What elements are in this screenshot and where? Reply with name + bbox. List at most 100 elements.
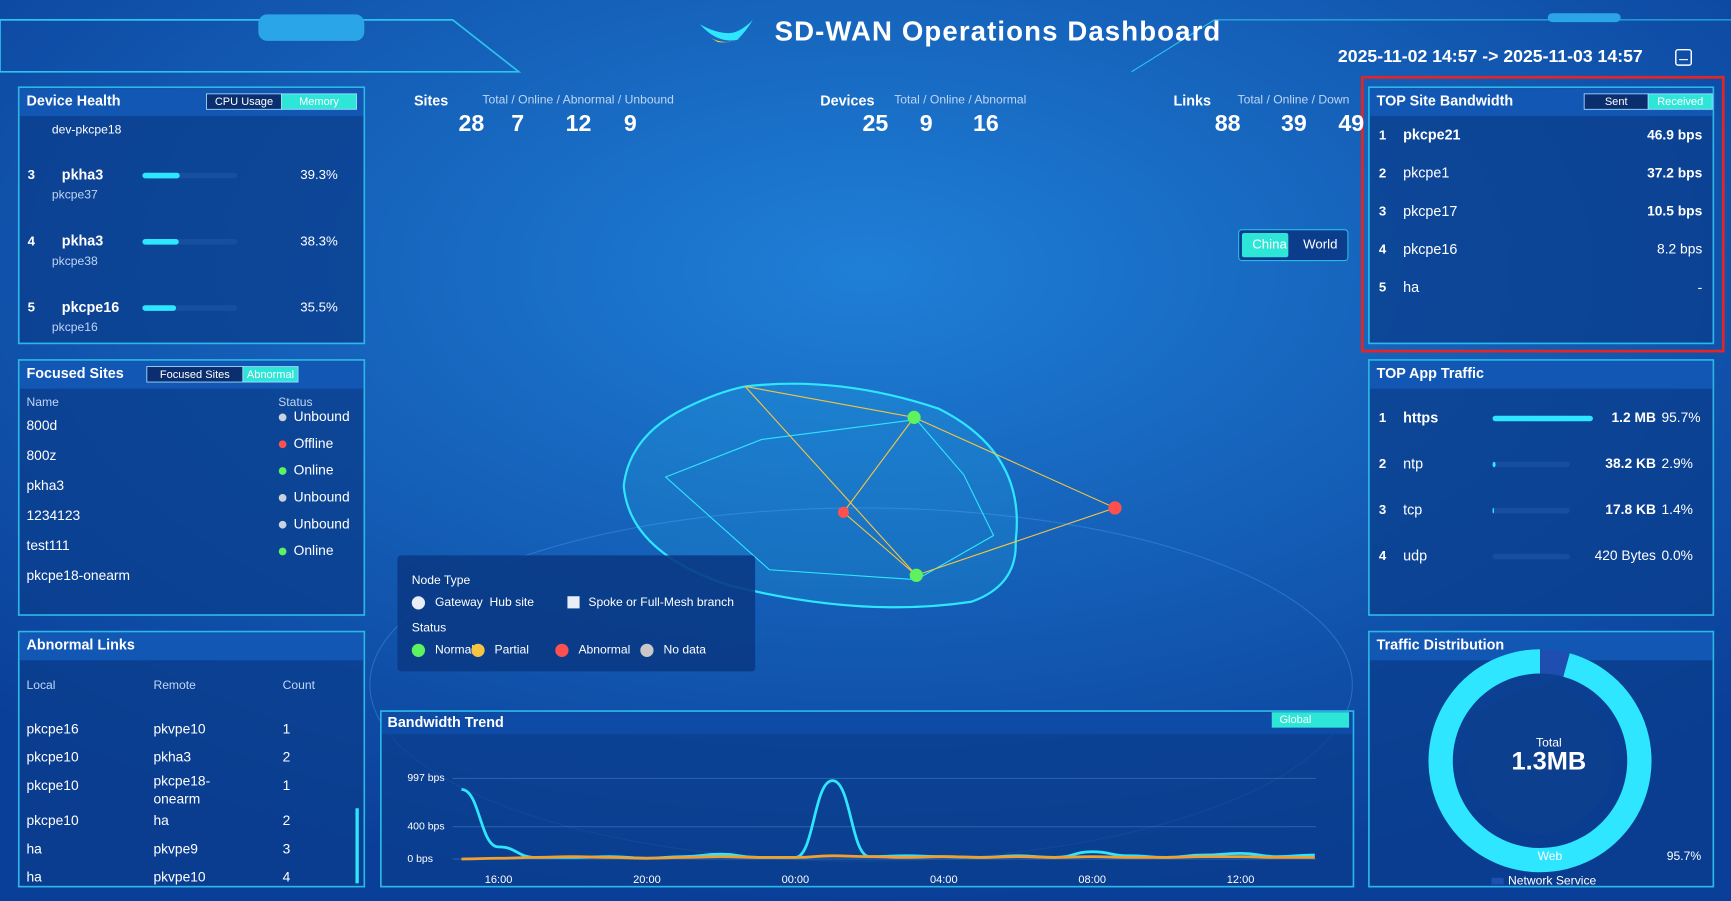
stat-legend: Total / Online / Down	[1238, 93, 1350, 107]
cell: 2	[283, 750, 291, 765]
toggle-active[interactable]	[1241, 232, 1289, 258]
toggle-label[interactable]: World	[1303, 237, 1337, 252]
app-name: ntp	[1403, 456, 1423, 472]
tab-label: Abnormal	[247, 369, 294, 381]
legend-swatch	[567, 596, 580, 609]
cell: pkvpe10	[153, 869, 205, 884]
app-name: udp	[1403, 548, 1427, 564]
panel-title: Traffic Distribution	[1377, 638, 1505, 654]
device-name: pkcpe37	[52, 188, 98, 202]
logo	[706, 35, 747, 43]
site-name: pkcpe18-onearm	[26, 568, 130, 583]
segment-value: 95.7%	[1667, 849, 1702, 863]
traffic-share: 2.9%	[1661, 456, 1692, 471]
cell: pkcpe10	[26, 750, 78, 765]
node[interactable]	[837, 506, 849, 518]
site-name: test111	[26, 538, 69, 553]
app-name: tcp	[1403, 502, 1422, 518]
panel-title: Device Health	[26, 93, 120, 109]
status: Unbound	[294, 409, 350, 424]
node[interactable]	[907, 410, 921, 424]
panel	[17, 630, 366, 888]
stat-value: 39	[1281, 110, 1307, 136]
node[interactable]	[909, 568, 923, 582]
status: Online	[294, 543, 334, 558]
header-deco	[258, 14, 365, 41]
legend-swatch	[555, 643, 569, 657]
legend-item: Network Service	[1508, 873, 1597, 887]
panel-header	[1370, 361, 1713, 389]
traffic-share: 95.7%	[1661, 410, 1700, 425]
segment-label: Web	[1538, 849, 1563, 863]
tab[interactable]	[1271, 712, 1350, 728]
legend-swatch	[471, 643, 485, 657]
cell: pkcpe10	[26, 778, 78, 793]
donut-segment	[1540, 649, 1570, 677]
legend-title: Node Type	[412, 573, 471, 587]
panel-header	[19, 632, 364, 661]
y-tick-label: 997 bps	[407, 773, 444, 784]
minimize-button[interactable]	[1675, 48, 1692, 66]
status-dot	[278, 547, 287, 556]
x-tick-label: 04:00	[930, 874, 958, 886]
bandwidth-value: 10.5 bps	[1647, 204, 1703, 219]
cell: 1	[283, 778, 291, 793]
legend-item: Spoke or Full-Mesh branch	[588, 595, 734, 609]
cell: 3	[283, 841, 291, 856]
region-inner	[664, 418, 995, 581]
y-tick-label: 400 bps	[407, 821, 444, 832]
panel-title: TOP Site Bandwidth	[1377, 93, 1514, 109]
total-label: Total	[1536, 735, 1562, 749]
legend-title: Status	[412, 620, 446, 634]
column-header: Remote	[153, 678, 196, 692]
node[interactable]	[1108, 501, 1122, 515]
traffic-share: 0.0%	[1661, 548, 1692, 563]
highlight-box	[1360, 75, 1725, 353]
tab-label: Focused Sites	[160, 369, 230, 381]
tab[interactable]	[281, 93, 358, 110]
rank: 2	[1379, 456, 1386, 471]
site-name: 800z	[26, 448, 56, 463]
device-name: dev-pkcpe18	[52, 122, 122, 136]
bar	[142, 172, 180, 179]
tab-label: Memory	[299, 96, 339, 108]
rank: 5	[1379, 280, 1386, 295]
stat-label: Devices	[820, 93, 874, 109]
stat-value: 9	[920, 110, 933, 136]
status-dot	[278, 520, 287, 529]
legend-swatch	[411, 643, 426, 657]
site-name: 1234123	[26, 508, 80, 523]
rank: 3	[1379, 203, 1386, 218]
panel	[17, 86, 366, 345]
usage-label: 35.5%	[300, 300, 338, 315]
x-tick-label: 00:00	[782, 874, 810, 886]
bar-track	[1492, 507, 1570, 514]
cell: ha	[153, 813, 169, 828]
status-dot	[278, 413, 287, 422]
tab[interactable]	[1647, 93, 1713, 110]
site-name: 800d	[26, 418, 57, 433]
site-name: pkha3	[62, 167, 103, 183]
time-range: 2025-11-02 14:57 -> 2025-11-03 14:57	[1338, 46, 1643, 66]
stat-value: 7	[511, 110, 524, 136]
series-line	[461, 854, 1315, 861]
panel-header	[381, 712, 1353, 735]
rank: 1	[1379, 410, 1386, 425]
status: Offline	[294, 436, 334, 451]
legend-swatch	[640, 643, 654, 657]
site-name: pkha3	[26, 478, 64, 493]
stat-legend: Total / Online / Abnormal	[894, 93, 1026, 107]
cell: pkcpe18-onearm	[153, 773, 210, 806]
tab-label: CPU Usage	[215, 96, 273, 108]
tab[interactable]	[242, 366, 299, 383]
bandwidth-value: 37.2 bps	[1647, 166, 1703, 181]
traffic-size: 420 Bytes	[1595, 548, 1656, 563]
status-dot	[278, 494, 287, 502]
rank: 3	[1379, 502, 1386, 517]
bar-track	[1492, 553, 1570, 560]
site-name: pkcpe16	[62, 300, 119, 316]
usage-label: 39.3%	[300, 167, 338, 182]
column-header: Count	[283, 678, 316, 692]
